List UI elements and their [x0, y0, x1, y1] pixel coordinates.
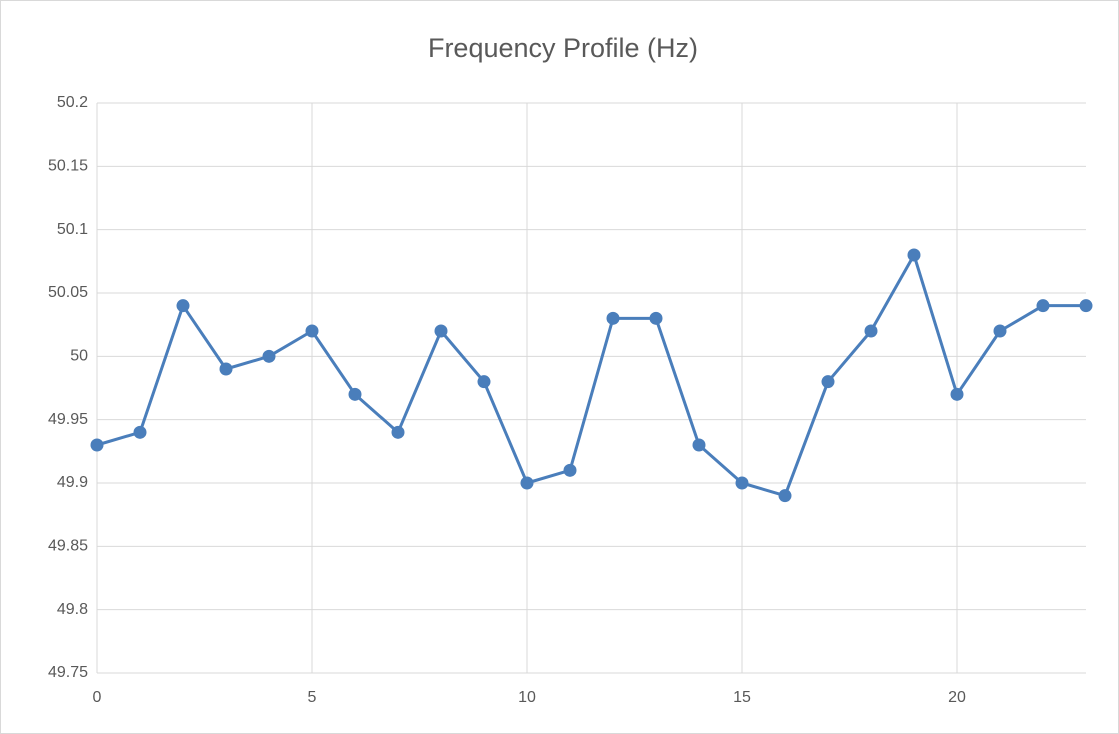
y-tick-label: 50.2: [57, 94, 88, 111]
data-point: [1036, 299, 1050, 313]
data-point: [821, 375, 835, 389]
series-line: [96, 253, 1086, 498]
y-tick-label: 49.75: [48, 664, 88, 681]
data-point: [262, 349, 276, 363]
x-tick-label: 15: [733, 689, 751, 706]
y-tick-label: 50.15: [48, 158, 88, 175]
y-tick-label: 50.1: [57, 221, 88, 238]
data-point: [778, 489, 792, 503]
y-tick-label: 49.8: [57, 601, 88, 618]
x-tick-label: 20: [948, 689, 966, 706]
data-point: [993, 324, 1007, 338]
data-point: [907, 248, 921, 262]
data-point: [176, 299, 190, 313]
y-tick-label: 49.95: [48, 411, 88, 428]
data-point: [950, 387, 964, 401]
data-point: [735, 476, 749, 490]
data-point: [477, 375, 491, 389]
data-point: [90, 438, 104, 452]
y-tick-label: 50.05: [48, 284, 88, 301]
data-point: [563, 463, 577, 477]
data-point: [864, 324, 878, 338]
y-tick-label: 50: [70, 348, 88, 365]
x-tick-label: 10: [518, 689, 536, 706]
data-point: [606, 311, 620, 325]
data-point: [1079, 299, 1093, 313]
data-point: [649, 311, 663, 325]
x-tick-label: 5: [308, 689, 317, 706]
data-point: [391, 425, 405, 439]
data-point: [692, 438, 706, 452]
data-point: [520, 476, 534, 490]
data-point: [305, 324, 319, 338]
chart-title: Frequency Profile (Hz): [428, 33, 698, 63]
data-point: [219, 362, 233, 376]
data-point: [133, 425, 147, 439]
data-point: [434, 324, 448, 338]
x-tick-label: 0: [93, 689, 102, 706]
y-tick-label: 49.85: [48, 538, 88, 555]
y-tick-label: 49.9: [57, 474, 88, 491]
data-point: [348, 387, 362, 401]
